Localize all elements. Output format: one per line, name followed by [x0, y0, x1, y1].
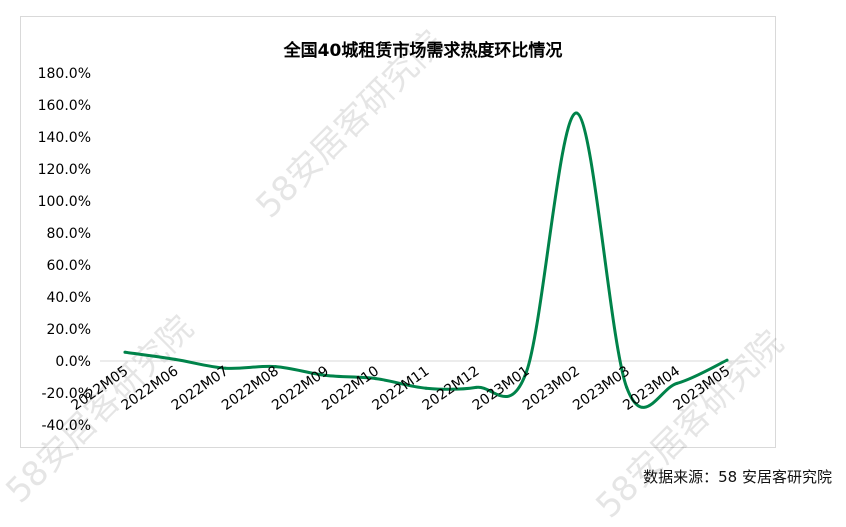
data-point — [675, 381, 679, 385]
data-point — [424, 386, 428, 390]
data-point — [274, 365, 277, 369]
data-point — [725, 358, 729, 362]
y-tick-label: -20.0% — [41, 386, 91, 402]
y-tick-label: 60.0% — [47, 258, 91, 274]
y-tick-label: 160.0% — [38, 98, 91, 114]
data-point — [123, 350, 127, 354]
y-tick-label: 80.0% — [47, 226, 91, 242]
data-point — [223, 366, 227, 370]
y-tick-label: 120.0% — [38, 162, 91, 178]
y-tick-label: -40.0% — [41, 418, 91, 434]
source-note: 数据来源：58 安居客研究院 — [643, 468, 832, 486]
y-tick-label: 100.0% — [38, 194, 91, 210]
data-point — [524, 370, 528, 374]
data-point — [474, 385, 478, 389]
data-point — [625, 385, 629, 389]
data-point — [324, 373, 328, 377]
chart-frame — [20, 16, 776, 448]
data-point — [575, 111, 578, 115]
y-tick-label: 40.0% — [47, 290, 91, 306]
chart-title: 全国40城租赁市场需求热度环比情况 — [283, 41, 563, 61]
y-tick-label: 20.0% — [47, 322, 91, 338]
y-tick-label: 140.0% — [38, 130, 91, 146]
data-point — [374, 377, 378, 381]
series-line — [123, 111, 729, 409]
y-tick-label: 180.0% — [38, 66, 91, 82]
data-point — [173, 357, 177, 361]
line-chart: -40.0% -20.0% 0.0% 20.0% 40.0% 60.0% 80.0% 100.… — [38, 66, 752, 434]
x-tick-label: 2023M05 — [670, 363, 733, 414]
y-tick-label: 0.0% — [55, 354, 91, 370]
